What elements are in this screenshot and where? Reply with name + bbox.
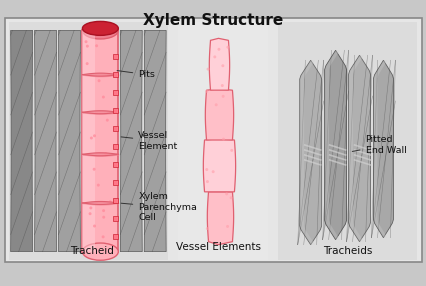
- Circle shape: [220, 84, 223, 87]
- Polygon shape: [299, 60, 321, 245]
- Circle shape: [225, 192, 227, 195]
- Text: Tracheids: Tracheids: [322, 246, 371, 256]
- Text: Xylem
Parenchyma
Cell: Xylem Parenchyma Cell: [121, 192, 197, 222]
- Polygon shape: [324, 50, 346, 240]
- Circle shape: [102, 216, 105, 219]
- Ellipse shape: [82, 22, 118, 39]
- Bar: [9, 22, 168, 260]
- Circle shape: [102, 209, 105, 212]
- Circle shape: [88, 212, 91, 215]
- Bar: [113, 54, 118, 59]
- Polygon shape: [205, 89, 233, 140]
- Text: Tracheid: Tracheid: [70, 246, 114, 256]
- Circle shape: [211, 170, 214, 173]
- Bar: [113, 144, 118, 149]
- Bar: [113, 216, 118, 221]
- Ellipse shape: [82, 21, 118, 35]
- Circle shape: [229, 196, 232, 199]
- Bar: [178, 22, 267, 260]
- Text: Vessel Elements: Vessel Elements: [176, 242, 260, 252]
- Polygon shape: [144, 30, 166, 252]
- Circle shape: [104, 152, 107, 155]
- Circle shape: [86, 62, 89, 65]
- Polygon shape: [203, 139, 235, 192]
- Circle shape: [213, 55, 216, 58]
- Text: Vessel
Element: Vessel Element: [121, 131, 177, 151]
- Circle shape: [214, 103, 217, 106]
- Bar: [113, 234, 118, 239]
- Circle shape: [205, 90, 208, 93]
- Circle shape: [206, 67, 209, 71]
- Bar: [113, 180, 118, 185]
- Polygon shape: [209, 38, 229, 90]
- Polygon shape: [58, 30, 80, 252]
- Polygon shape: [348, 55, 370, 242]
- Bar: [113, 198, 118, 203]
- Bar: [113, 72, 118, 77]
- Text: Pits: Pits: [117, 70, 155, 79]
- Polygon shape: [35, 30, 56, 252]
- Circle shape: [205, 180, 208, 183]
- Circle shape: [226, 46, 229, 49]
- Circle shape: [221, 64, 224, 67]
- Circle shape: [205, 168, 208, 171]
- Text: Xylem Structure: Xylem Structure: [143, 13, 282, 28]
- Circle shape: [106, 119, 109, 122]
- Bar: [82, 30, 95, 252]
- Polygon shape: [11, 30, 32, 252]
- Circle shape: [225, 225, 228, 228]
- Circle shape: [95, 44, 98, 47]
- Polygon shape: [348, 55, 363, 242]
- Circle shape: [109, 200, 112, 203]
- Bar: [113, 162, 118, 167]
- Circle shape: [84, 40, 87, 43]
- Bar: [82, 30, 118, 252]
- Polygon shape: [373, 60, 386, 238]
- Bar: [277, 22, 416, 260]
- Circle shape: [221, 95, 224, 98]
- Ellipse shape: [82, 243, 118, 260]
- Circle shape: [97, 184, 100, 187]
- Circle shape: [92, 168, 95, 171]
- Circle shape: [205, 227, 208, 230]
- Circle shape: [102, 96, 105, 99]
- Circle shape: [230, 149, 233, 152]
- Polygon shape: [299, 60, 314, 245]
- Circle shape: [89, 206, 92, 209]
- Text: Pitted
End Wall: Pitted End Wall: [351, 135, 405, 155]
- Circle shape: [93, 134, 96, 137]
- Bar: [113, 126, 118, 131]
- Bar: [113, 108, 118, 113]
- Circle shape: [101, 235, 104, 238]
- Circle shape: [86, 45, 89, 48]
- Circle shape: [90, 136, 93, 140]
- Circle shape: [93, 225, 96, 228]
- Circle shape: [222, 138, 225, 141]
- Polygon shape: [120, 30, 142, 252]
- Bar: [113, 90, 118, 95]
- Circle shape: [112, 74, 115, 77]
- Polygon shape: [325, 50, 339, 240]
- Polygon shape: [207, 192, 233, 245]
- Circle shape: [97, 79, 100, 82]
- Polygon shape: [373, 60, 392, 238]
- Circle shape: [217, 48, 220, 51]
